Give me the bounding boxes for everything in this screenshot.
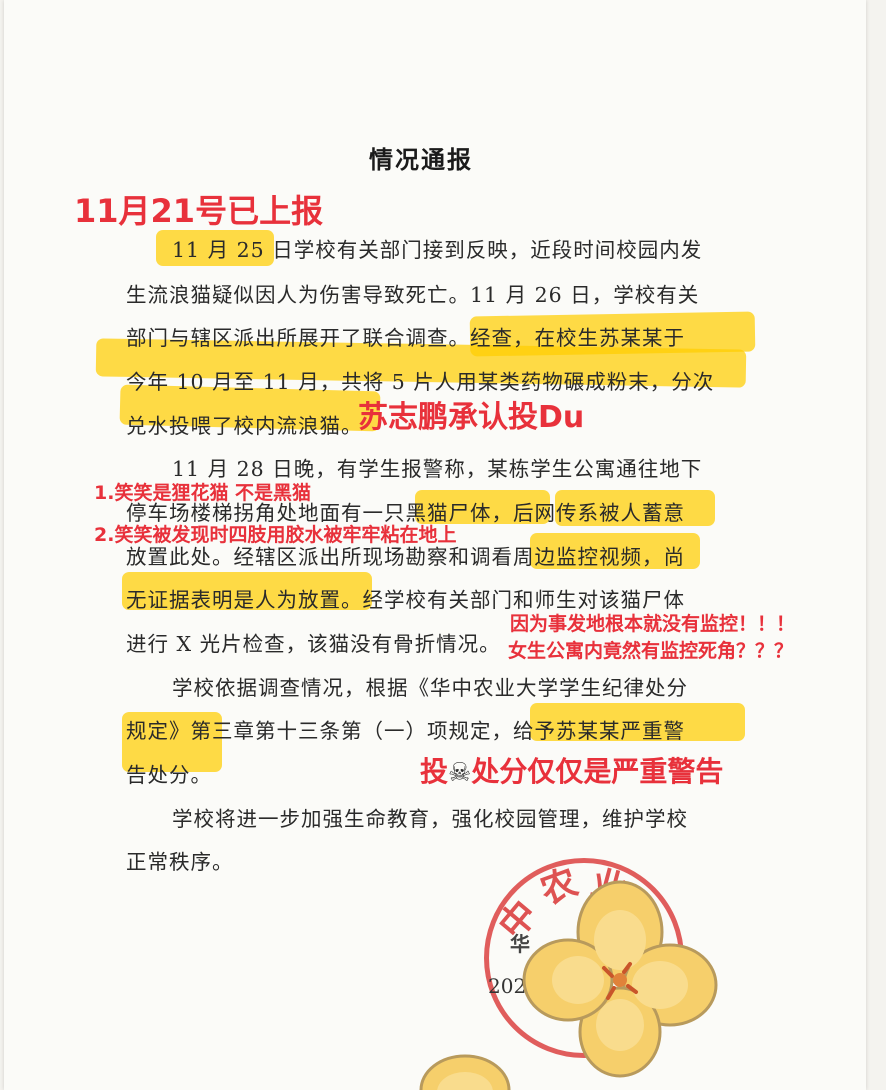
highlight-penalty-2 (122, 712, 222, 772)
body-line-9: 无证据表明是人为放置。经学校有关部门和师生对该猫尸体 (126, 588, 685, 612)
body-line-8: 放置此处。经辖区派出所现场勘察和调看周边监控视频，尚 (126, 545, 685, 569)
body-line-6: 11 月 28 日晚，有学生报警称，某栋学生公寓通往地下 (172, 457, 703, 481)
body-line-7: 停车场楼梯拐角处地面有一只黑猫尸体，后网传系被人蓄意 (126, 501, 685, 525)
body-line-1: 11 月 25 日学校有关部门接到反映，近段时间校园内发 (172, 238, 703, 262)
body-line-13: 告处分。 (126, 763, 212, 787)
annotation-monitor-note-1: 因为事发地根本就没有监控！！！ (510, 613, 796, 635)
punishment-prefix: 投 (420, 755, 449, 788)
flower-sticker-icon (522, 880, 718, 1078)
skull-icon: ☠ (448, 758, 472, 788)
body-line-2: 生流浪猫疑似因人为伤害导致死亡。11 月 26 日，学校有关 (126, 283, 700, 307)
body-line-4: 今年 10 月至 11 月，共将 5 片人用某类药物碾成粉末，分次 (126, 370, 715, 394)
annotation-cat-note-1: 1.笑笑是狸花猫 不是黑猫 (94, 482, 312, 504)
highlight-penalty-1 (530, 703, 745, 741)
document-title: 情况通报 (369, 145, 473, 174)
flower-sticker-partial-icon (419, 1054, 511, 1090)
body-line-14: 学校将进一步加强生命教育，强化校园管理，维护学校 (172, 807, 688, 831)
annotation-reported: 11月21号已上报 (74, 192, 324, 230)
highlight-cctv (530, 533, 700, 569)
body-line-10: 进行 X 光片检查，该猫没有骨折情况。 (126, 632, 501, 656)
annotation-admitted: 苏志鹏承认投Du (358, 400, 585, 435)
body-line-11: 学校依据调查情况，根据《华中农业大学学生纪律处分 (172, 676, 688, 700)
body-line-15: 正常秩序。 (126, 850, 234, 874)
highlight-rumor (555, 490, 715, 526)
annotation-cat-note-2: 2.笑笑被发现时四肢用胶水被牢牢粘在地上 (94, 524, 457, 546)
document-page (4, 0, 866, 1090)
body-line-3: 部门与辖区派出所展开了联合调查。经查，在校生苏某某于 (126, 326, 685, 350)
highlight-date (156, 230, 274, 266)
highlight-no-evidence (122, 572, 372, 610)
body-line-12: 规定》第三章第十三条第（一）项规定，给予苏某某严重警 (126, 719, 685, 743)
annotation-monitor-note-2: 女生公寓内竟然有监控死角？？？ (508, 640, 794, 662)
seal-char-4: 华 (510, 932, 530, 956)
date-fragment: 202 (488, 974, 527, 998)
annotation-punishment: 投☠处分仅仅是严重警告 (420, 750, 723, 790)
highlight-black-cat (415, 490, 550, 524)
punishment-suffix: 处分仅仅是严重警告 (471, 755, 724, 788)
body-line-5: 兑水投喂了校内流浪猫。 (126, 414, 363, 438)
